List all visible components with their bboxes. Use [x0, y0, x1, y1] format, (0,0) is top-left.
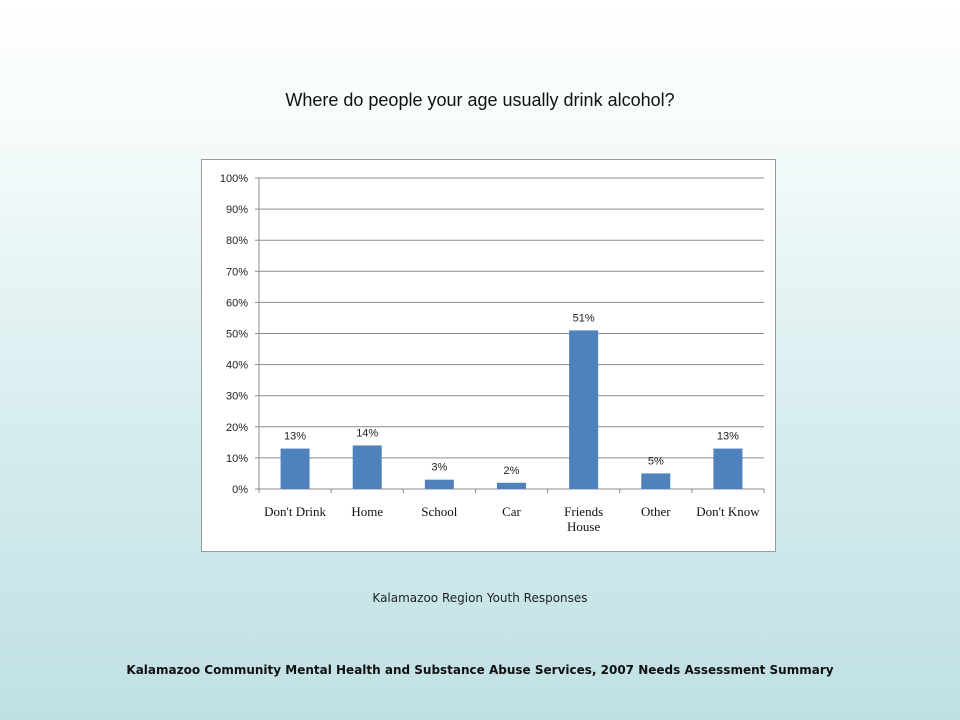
y-tick-label: 60% — [226, 297, 248, 309]
y-tick-label: 70% — [226, 266, 248, 278]
data-label: 13% — [284, 431, 306, 443]
bar — [280, 448, 310, 489]
x-category-label-line: Car — [502, 504, 521, 519]
x-category-label: Don't Know — [696, 504, 760, 519]
y-tick-label: 10% — [226, 453, 248, 465]
y-tick-label: 100% — [220, 173, 248, 185]
chart-frame: 0% 10% 20% 30% 40% 50% 60% 70% 80% 90% 100% 13% Don'… — [201, 159, 776, 552]
data-label: 13% — [717, 431, 739, 443]
data-label: 14% — [356, 427, 378, 439]
y-tick-label: 90% — [226, 204, 248, 216]
x-category-label: Other — [641, 504, 671, 519]
x-category-label-line: House — [567, 519, 600, 534]
y-tick-label: 50% — [226, 329, 248, 341]
x-category-label: School — [421, 504, 458, 519]
bar-chart: 0% 10% 20% 30% 40% 50% 60% 70% 80% 90% 100% 13% Don'… — [220, 173, 765, 534]
x-category-label: Home — [351, 504, 383, 519]
bar — [713, 448, 743, 489]
bar — [352, 445, 382, 489]
y-tick-label: 40% — [226, 360, 248, 372]
x-category-label: Friends House — [564, 504, 603, 534]
bar — [497, 482, 526, 489]
bar — [424, 479, 454, 489]
x-category-label-line: School — [421, 504, 458, 519]
x-category-label-line: Don't Know — [696, 504, 760, 519]
y-tick-label: 20% — [226, 422, 248, 434]
data-label: 51% — [573, 312, 595, 324]
x-category-label-line: Other — [641, 504, 671, 519]
bar — [641, 473, 671, 489]
source-citation: Kalamazoo Community Mental Health and Su… — [126, 663, 834, 677]
y-tick-label: 80% — [226, 235, 248, 247]
data-label: 3% — [431, 462, 447, 474]
x-category-label-line: Home — [351, 504, 383, 519]
x-category-label: Car — [502, 504, 521, 519]
chart-caption: Kalamazoo Region Youth Responses — [372, 591, 588, 605]
y-tick-label: 0% — [232, 484, 248, 496]
x-category-label: Don't Drink — [264, 504, 326, 519]
bar — [569, 330, 599, 489]
y-tick-label: 30% — [226, 391, 248, 403]
chart-title: Where do people your age usually drink a… — [285, 90, 675, 110]
data-label: 5% — [648, 455, 664, 467]
data-label: 2% — [504, 465, 520, 477]
x-category-label-line: Friends — [564, 504, 603, 519]
x-category-label-line: Don't Drink — [264, 504, 326, 519]
